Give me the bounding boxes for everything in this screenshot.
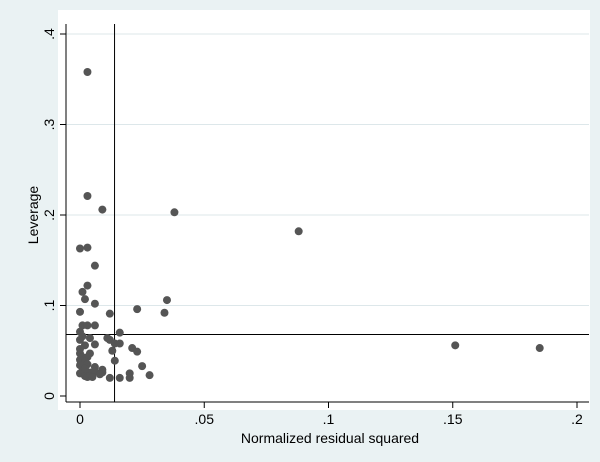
reference-lines bbox=[66, 24, 589, 402]
x-tick-label-3: .15 bbox=[443, 411, 463, 427]
data-point-24 bbox=[85, 334, 94, 343]
data-point-1 bbox=[83, 191, 92, 200]
data-point-18 bbox=[90, 321, 99, 330]
data-point-31 bbox=[535, 344, 544, 353]
x-tick-label-0: 0 bbox=[76, 411, 84, 427]
data-point-14 bbox=[76, 307, 84, 316]
y-tick-label-0: 0 bbox=[41, 392, 57, 400]
data-point-5 bbox=[76, 244, 84, 253]
data-point-62 bbox=[125, 373, 134, 382]
data-point-0 bbox=[83, 68, 92, 77]
data-point-8 bbox=[83, 281, 92, 290]
data-point-2 bbox=[98, 205, 107, 214]
data-point-21 bbox=[115, 328, 124, 337]
x-axis-ticks: 0 .05 .1 .15 .2 bbox=[76, 402, 583, 427]
data-point-10 bbox=[80, 295, 89, 304]
data-point-59 bbox=[88, 372, 97, 381]
data-point-16 bbox=[160, 308, 169, 317]
data-point-6 bbox=[83, 243, 92, 252]
y-tick-label-2: .2 bbox=[41, 209, 57, 221]
y-tick-label-1: .1 bbox=[41, 299, 57, 311]
data-point-42 bbox=[110, 356, 119, 365]
data-point-7 bbox=[90, 261, 99, 270]
y-tick-label-3: .3 bbox=[41, 118, 57, 130]
x-tick-label-2: .1 bbox=[323, 411, 335, 427]
data-point-9 bbox=[78, 287, 87, 296]
x-tick-label-4: .2 bbox=[571, 411, 583, 427]
data-point-55 bbox=[145, 371, 154, 380]
data-point-13 bbox=[133, 305, 142, 314]
data-point-61 bbox=[115, 373, 124, 382]
data-point-36 bbox=[133, 347, 142, 356]
data-point-29 bbox=[90, 340, 99, 349]
data-point-12 bbox=[162, 296, 171, 305]
plot-area bbox=[58, 10, 590, 410]
x-axis-title: Normalized residual squared bbox=[241, 430, 419, 446]
y-tick-label-4: .4 bbox=[41, 28, 57, 40]
data-points bbox=[76, 68, 544, 382]
data-point-3 bbox=[170, 208, 179, 217]
data-point-30 bbox=[451, 341, 460, 350]
data-point-60 bbox=[105, 373, 114, 382]
x-tick-label-1: .05 bbox=[195, 411, 215, 427]
data-point-28 bbox=[115, 339, 124, 348]
data-point-35 bbox=[108, 346, 117, 355]
y-axis-ticks: 0 .1 .2 .3 .4 bbox=[41, 28, 66, 400]
y-axis-title: Leverage bbox=[25, 186, 41, 245]
data-point-46 bbox=[138, 362, 147, 371]
data-point-11 bbox=[90, 299, 99, 308]
data-point-4 bbox=[294, 227, 303, 236]
data-point-64 bbox=[80, 364, 89, 373]
data-point-63 bbox=[95, 370, 104, 379]
data-point-20 bbox=[83, 321, 92, 330]
gridlines bbox=[66, 33, 589, 306]
data-point-15 bbox=[105, 309, 114, 318]
data-point-23 bbox=[76, 335, 84, 344]
